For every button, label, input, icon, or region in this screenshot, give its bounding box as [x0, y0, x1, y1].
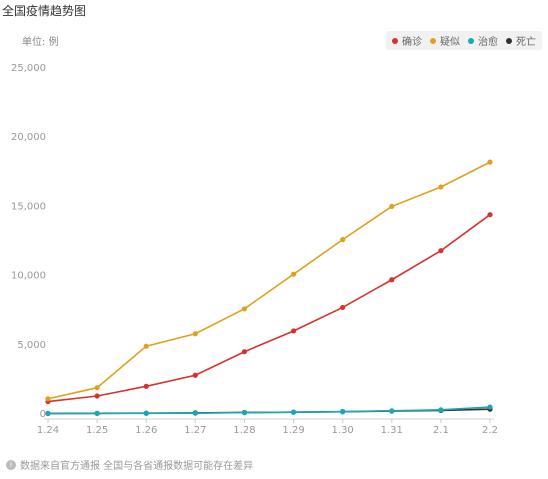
- legend-label: 确诊: [402, 37, 422, 48]
- series-line-2: [47, 406, 491, 415]
- data-point: [389, 408, 395, 414]
- x-tick-label: 1.31: [381, 425, 403, 436]
- data-point: [487, 159, 493, 165]
- legend-label: 疑似: [440, 37, 460, 48]
- data-point: [487, 404, 493, 410]
- data-point: [94, 410, 100, 417]
- legend-item[interactable]: 疑似: [430, 33, 460, 48]
- data-point: [94, 385, 100, 391]
- legend-item[interactable]: 确诊: [392, 33, 422, 48]
- series-line-0: [47, 214, 491, 403]
- y-tick-label: 0: [40, 409, 46, 420]
- data-point: [389, 203, 395, 209]
- legend-label: 治愈: [478, 37, 498, 48]
- data-point: [241, 349, 248, 355]
- data-point: [192, 331, 198, 337]
- data-point: [290, 409, 297, 415]
- data-point: [143, 343, 149, 349]
- data-point: [389, 277, 395, 283]
- data-point: [290, 328, 297, 334]
- legend-label: 死亡: [516, 37, 536, 48]
- data-point: [192, 372, 198, 378]
- data-point: [290, 271, 297, 277]
- x-tick-label: 2.2: [482, 425, 498, 436]
- data-point: [340, 409, 346, 415]
- legend-dot-icon: [468, 37, 474, 44]
- legend-dot-icon: [506, 37, 512, 44]
- legend-item[interactable]: 死亡: [506, 33, 536, 48]
- data-point: [438, 184, 444, 190]
- chart-title: 全国疫情趋势图: [2, 4, 87, 18]
- legend: 确诊 疑似 治愈 死亡: [386, 31, 542, 50]
- data-point: [340, 304, 346, 311]
- x-tick-label: 1.28: [233, 425, 255, 436]
- x-tick-label: 1.27: [184, 425, 206, 436]
- data-point: [143, 383, 149, 389]
- info-icon: i: [6, 459, 16, 470]
- legend-dot-icon: [430, 37, 436, 44]
- x-tick-label: 1.29: [282, 425, 304, 436]
- data-point: [45, 396, 51, 402]
- footnote-text: 数据来自官方通报 全国与各省通报数据可能存在差异: [20, 461, 254, 472]
- x-tick-label: 1.25: [86, 425, 108, 436]
- x-tick-label: 1.24: [37, 425, 59, 436]
- unit-label: 单位: 例: [22, 37, 59, 48]
- data-point: [45, 410, 51, 417]
- y-tick-label: 20,000: [11, 132, 46, 143]
- legend-item[interactable]: 治愈: [468, 33, 498, 48]
- data-point: [438, 248, 444, 254]
- data-point: [143, 410, 149, 416]
- footnote: i 数据来自官方通报 全国与各省通报数据可能存在差异: [6, 457, 253, 472]
- data-point: [438, 407, 444, 413]
- data-point: [241, 306, 248, 312]
- data-point: [241, 410, 248, 416]
- x-tick-label: 1.30: [332, 425, 354, 436]
- data-point: [192, 410, 198, 416]
- data-point: [340, 237, 346, 243]
- y-tick-label: 25,000: [11, 63, 46, 74]
- y-tick-label: 5,000: [17, 340, 46, 351]
- y-tick-label: 15,000: [11, 201, 46, 212]
- x-tick-label: 1.26: [135, 425, 157, 436]
- legend-dot-icon: [392, 37, 398, 44]
- x-tick-label: 2.1: [433, 425, 449, 436]
- y-tick-label: 10,000: [11, 271, 46, 282]
- data-point: [487, 212, 493, 218]
- series-line-1: [47, 161, 491, 400]
- data-point: [94, 393, 100, 399]
